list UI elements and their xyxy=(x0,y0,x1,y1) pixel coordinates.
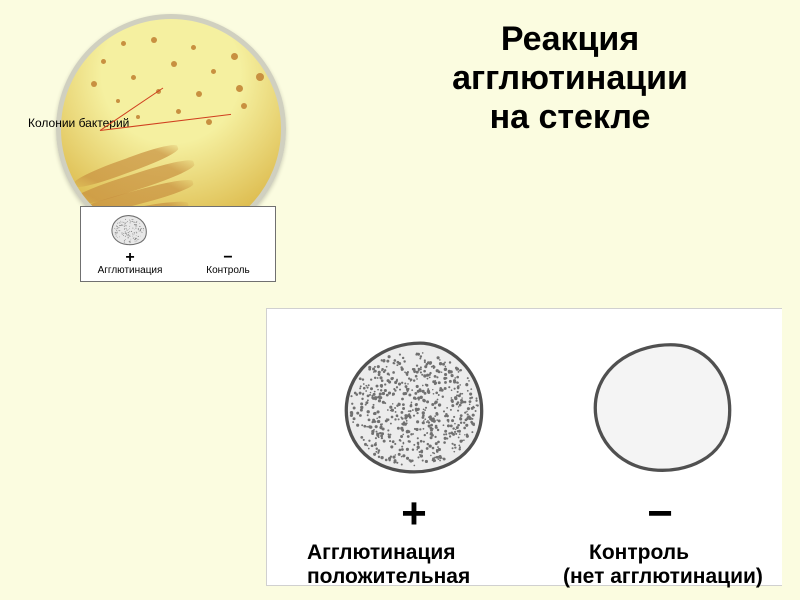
big-drop-positive xyxy=(329,335,499,483)
figure-petri-mini: Колонии бактерий + − Агглютинация Контро… xyxy=(18,14,318,284)
title-line-3: на стекле xyxy=(490,98,651,136)
big-label-positive-1: Агглютинация xyxy=(307,541,456,565)
mini-label-control-1: Контроль xyxy=(179,265,277,276)
big-sign-positive: + xyxy=(329,489,499,539)
mini-drop-control xyxy=(201,213,245,247)
title-line-1: Реакция xyxy=(501,20,639,58)
mini-glass-panel: + − Агглютинация Контроль xyxy=(80,206,276,282)
page-title: Реакция агглютинации на стекле xyxy=(370,20,770,137)
title-line-2: агглютинации xyxy=(452,59,688,97)
big-label-positive-2: положительная xyxy=(307,565,470,589)
mini-drop-positive xyxy=(107,213,151,247)
big-label-control-2: (нет агглютинации) xyxy=(563,565,763,589)
big-sign-control: − xyxy=(575,489,745,539)
figure-glass-big: + − Агглютинация положительная Контроль … xyxy=(266,308,782,586)
mini-label-positive-1: Агглютинация xyxy=(81,265,179,276)
big-drop-control xyxy=(575,335,745,483)
big-label-control-1: Контроль xyxy=(589,541,689,565)
